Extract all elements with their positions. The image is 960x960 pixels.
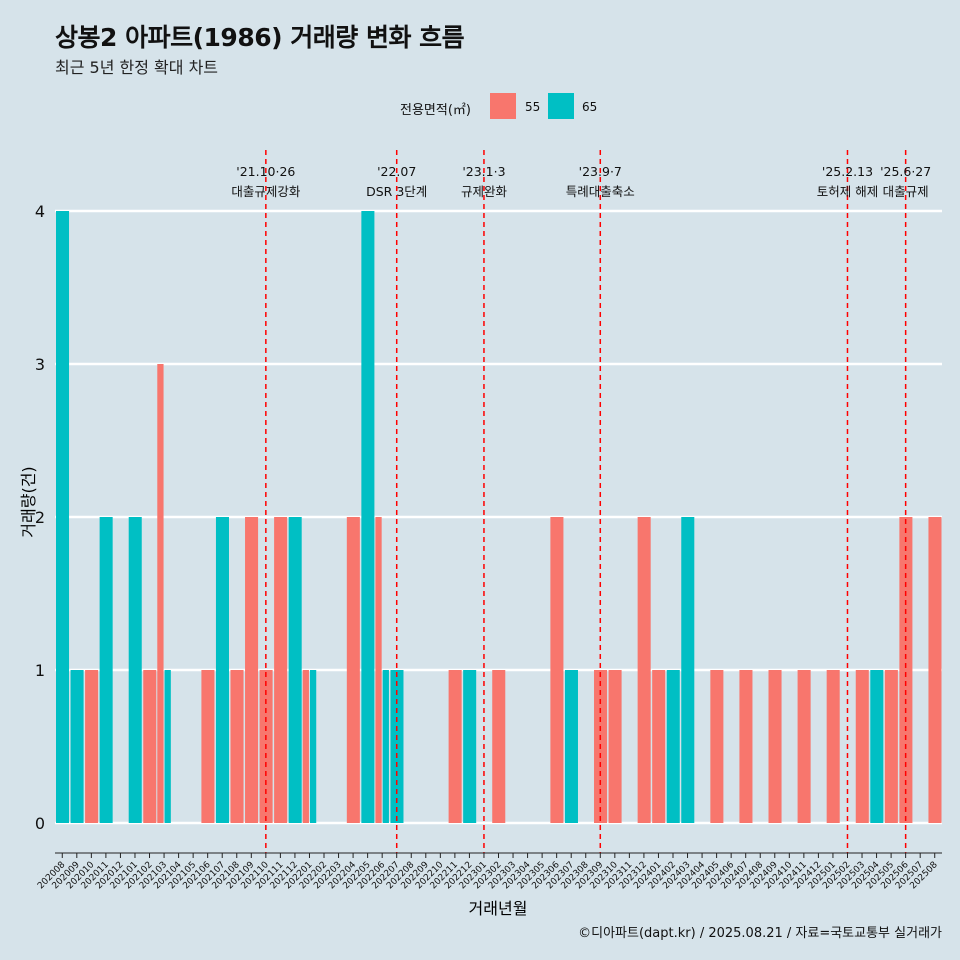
bar-65-202212 bbox=[463, 670, 477, 823]
bar-55-202306 bbox=[550, 517, 564, 823]
bar-55-202411 bbox=[797, 670, 811, 823]
bar-55-202108 bbox=[230, 670, 244, 823]
event-date-3: '23.9·7 bbox=[579, 164, 622, 179]
y-tick-label-2: 2 bbox=[35, 508, 45, 527]
annotations: '21.10·26 대출규제강화 '22.07 DSR 3단계 '23.1·3 규제완화 '… bbox=[231, 150, 931, 853]
bar-55-202302 bbox=[492, 670, 506, 823]
legend: 전용면적(㎡) 55 65 bbox=[0, 93, 960, 121]
y-tick-label-4: 4 bbox=[35, 202, 45, 221]
bar-55-202312 bbox=[637, 517, 651, 823]
y-axis-label: 거래량(건) bbox=[19, 466, 38, 537]
bar-65-202101 bbox=[128, 517, 142, 823]
bar-55-202401 bbox=[652, 670, 666, 823]
bar-65-202403 bbox=[681, 517, 695, 823]
bar-65-202011 bbox=[99, 517, 113, 823]
bar-65-202307 bbox=[564, 670, 578, 823]
bar-65-202112 bbox=[288, 517, 302, 823]
event-label-5: 대출규제 bbox=[883, 184, 929, 199]
y-tick-label-0: 0 bbox=[35, 814, 45, 833]
event-date-0: '21.10·26 bbox=[236, 164, 295, 179]
event-label-0: 대출규제강화 bbox=[231, 184, 301, 199]
bar-65-202107 bbox=[215, 517, 229, 823]
y-tick-label-1: 1 bbox=[35, 661, 45, 680]
source-credit: ©디아파트(dapt.kr) / 2025.08.21 / 자료=국토교통부 실… bbox=[578, 926, 942, 941]
event-date-5: '25.6·27 bbox=[880, 164, 931, 179]
event-label-3: 특례대출축소 bbox=[566, 184, 635, 199]
bar-55-202204 bbox=[346, 517, 360, 823]
bar-55-202109 bbox=[245, 517, 259, 823]
event-date-4: '25.2.13 bbox=[822, 164, 873, 179]
bar-55-202310 bbox=[608, 670, 622, 823]
y-tick-label-3: 3 bbox=[35, 355, 45, 374]
bar-65-202402 bbox=[666, 670, 680, 823]
bar-55-202206 bbox=[375, 517, 382, 823]
bar-55-202211 bbox=[448, 670, 462, 823]
bar-55-202407 bbox=[739, 670, 753, 823]
bar-65-202008 bbox=[56, 211, 70, 823]
bar-55-202501 bbox=[826, 670, 840, 823]
bar-65-202103 bbox=[164, 670, 171, 823]
bar-55-202010 bbox=[85, 670, 99, 823]
x-axis-label: 거래년월 bbox=[469, 899, 528, 918]
bar-65-202504 bbox=[870, 670, 884, 823]
bar-55-202506 bbox=[899, 517, 913, 823]
legend-key-55 bbox=[490, 93, 516, 119]
bar-55-202111 bbox=[274, 517, 288, 823]
legend-key-65 bbox=[548, 93, 574, 119]
bar-65-202206 bbox=[382, 670, 389, 823]
chart-title: 상봉2 아파트(1986) 거래량 변화 흐름 bbox=[55, 23, 465, 52]
event-label-4: 토허제 해제 bbox=[817, 184, 878, 199]
bar-55-202102 bbox=[143, 670, 157, 823]
bar-55-202201 bbox=[302, 670, 309, 823]
bar-65-202205 bbox=[361, 211, 375, 823]
bar-55-202103 bbox=[157, 364, 164, 823]
legend-label-65: 65 bbox=[582, 100, 598, 114]
bar-55-202405 bbox=[710, 670, 724, 823]
legend-title: 전용면적(㎡) bbox=[400, 103, 471, 118]
bar-55-202508 bbox=[928, 517, 942, 823]
event-date-2: '23.1·3 bbox=[462, 164, 505, 179]
bar-65-202201 bbox=[309, 670, 317, 823]
chart-subtitle: 최근 5년 한정 확대 차트 bbox=[55, 58, 219, 77]
legend-label-55: 55 bbox=[525, 100, 541, 114]
bar-55-202505 bbox=[884, 670, 898, 823]
event-date-1: '22.07 bbox=[377, 164, 416, 179]
event-label-2: 규제완화 bbox=[461, 184, 508, 199]
bar-55-202503 bbox=[855, 670, 869, 823]
event-label-1: DSR 3단계 bbox=[366, 184, 427, 199]
bar-55-202409 bbox=[768, 670, 782, 823]
bar-55-202106 bbox=[201, 670, 215, 823]
bars bbox=[56, 211, 942, 823]
bar-65-202009 bbox=[70, 670, 84, 823]
